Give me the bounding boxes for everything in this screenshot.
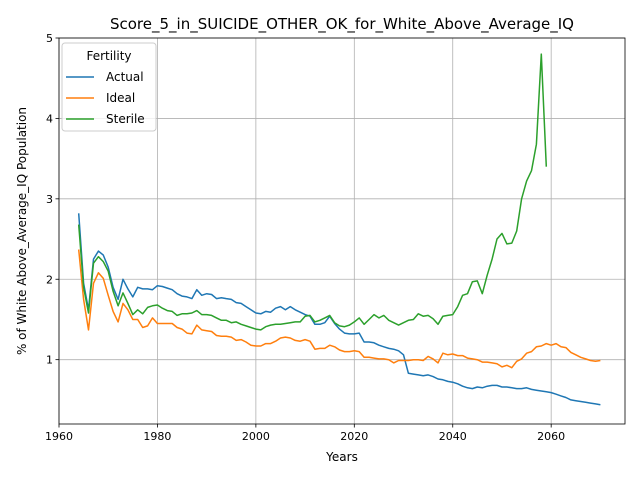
- x-axis-ticks: 1960 1980 2000 2020 2040 2060: [45, 424, 565, 443]
- y-tick-label: 1: [46, 354, 53, 367]
- legend-label-actual: Actual: [106, 70, 144, 84]
- legend-entries: Actual Ideal Sterile: [66, 70, 145, 126]
- y-axis-label: % of White Above_Average_IQ Population: [15, 107, 29, 355]
- legend-title: Fertility: [86, 49, 131, 63]
- y-tick-label: 4: [46, 112, 53, 125]
- x-tick-label: 2040: [439, 430, 467, 443]
- x-tick-label: 1960: [45, 430, 73, 443]
- series-lines: [77, 53, 601, 406]
- y-axis-ticks: 1 2 3 4 5: [46, 32, 59, 367]
- plot-frame: [58, 37, 626, 425]
- legend-label-sterile: Sterile: [106, 112, 145, 126]
- y-tick-label: 5: [46, 32, 53, 45]
- series-line-sterile: [77, 53, 548, 331]
- legend-box: [61, 42, 157, 132]
- series-line-ideal: [77, 249, 601, 369]
- y-tick-label: 3: [46, 193, 53, 206]
- x-tick-label: 2000: [242, 430, 270, 443]
- x-tick-label: 2020: [340, 430, 368, 443]
- legend-label-ideal: Ideal: [106, 91, 135, 105]
- y-tick-label: 2: [46, 273, 53, 286]
- x-axis-label: Years: [325, 450, 358, 464]
- chart-title: Score_5_in_SUICIDE_OTHER_OK_for_White_Ab…: [110, 15, 574, 34]
- legend: Fertility Actual Ideal Sterile: [61, 42, 157, 132]
- x-tick-label: 2060: [537, 430, 565, 443]
- x-tick-label: 1980: [143, 430, 171, 443]
- series-line-actual: [77, 213, 601, 406]
